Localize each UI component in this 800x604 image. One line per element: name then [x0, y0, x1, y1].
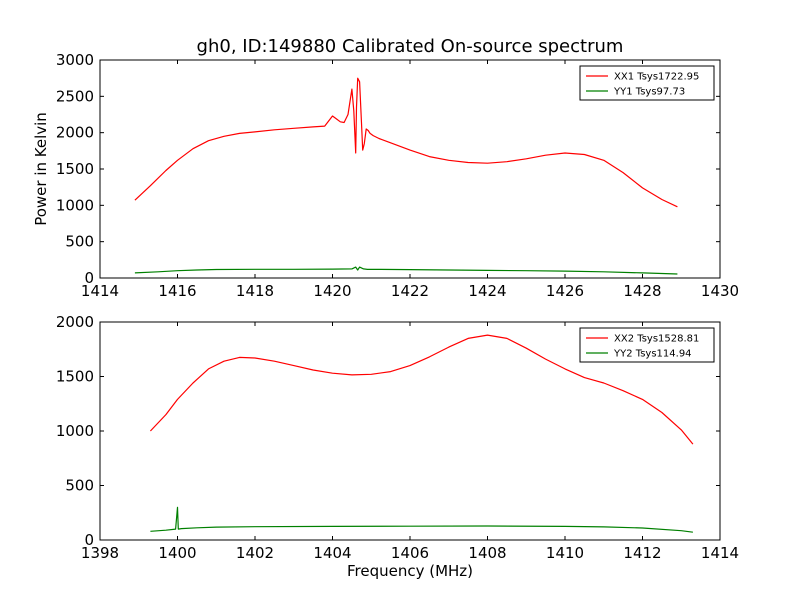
x-tick-label: 1418 [236, 282, 274, 300]
legend-box [579, 65, 715, 101]
x-tick-label: 1420 [313, 282, 351, 300]
y-tick-label: 2500 [56, 87, 94, 105]
x-tick-label: 1426 [546, 282, 584, 300]
y-tick-label: 2000 [56, 313, 94, 331]
y-axis-label: Power in Kelvin [32, 112, 50, 226]
x-tick-label: 1410 [546, 544, 584, 562]
y-tick-label: 3000 [56, 51, 94, 69]
y-tick-label: 1500 [56, 368, 94, 386]
bottom-chart: 1398 1400 1402 1404 1406 1408 1410 1412 1414 0 500… [56, 313, 739, 580]
x-tick-label: 1428 [623, 282, 661, 300]
x-tick-label: 1430 [701, 282, 739, 300]
chart-title: gh0, ID:149880 Calibrated On-source spec… [197, 36, 624, 57]
legend-entry: XX2 Tsys1528.81 [614, 334, 699, 345]
legend-entry: XX1 Tsys1722.95 [614, 72, 699, 83]
top-chart: 1414 1416 1418 1420 1422 1424 1426 1428 1430 0 500… [32, 36, 739, 300]
x-tick-label: 1422 [391, 282, 429, 300]
legend: XX2 Tsys1528.81 YY2 Tsys114.94 [579, 327, 715, 363]
series-group [134, 77, 678, 275]
y-tick-label: 1500 [56, 160, 94, 178]
x-tick-label: 1408 [468, 544, 506, 562]
y-tick-label: 500 [65, 233, 94, 251]
legend-entry: YY1 Tsys97.73 [613, 87, 685, 98]
x-tick-label: 1406 [391, 544, 429, 562]
x-axis-label: Frequency (MHz) [347, 562, 473, 580]
y-tick-label: 0 [84, 531, 94, 549]
x-tick-label: 1404 [313, 544, 351, 562]
series-line-yy1 [134, 266, 678, 275]
x-tick-label: 1424 [468, 282, 506, 300]
x-tick-label: 1398 [81, 544, 119, 562]
y-tick-label: 500 [65, 477, 94, 495]
series-group [149, 334, 694, 533]
x-tick-label: 1402 [236, 544, 274, 562]
legend-box [579, 327, 715, 363]
series-line-xx1 [134, 77, 678, 208]
y-tick-label: 2000 [56, 124, 94, 142]
x-tick-label: 1414 [81, 282, 119, 300]
x-tick-label: 1416 [158, 282, 196, 300]
legend-entry: YY2 Tsys114.94 [613, 349, 692, 360]
x-tick-label: 1414 [701, 544, 739, 562]
y-tick-label: 1000 [56, 196, 94, 214]
x-tick-label: 1412 [623, 544, 661, 562]
y-tick-label: 0 [84, 269, 94, 287]
y-tick-label: 1000 [56, 422, 94, 440]
series-line-xx2 [149, 334, 694, 445]
series-line-yy2 [150, 506, 693, 533]
legend: XX1 Tsys1722.95 YY1 Tsys97.73 [579, 65, 715, 101]
x-tick-label: 1400 [158, 544, 196, 562]
